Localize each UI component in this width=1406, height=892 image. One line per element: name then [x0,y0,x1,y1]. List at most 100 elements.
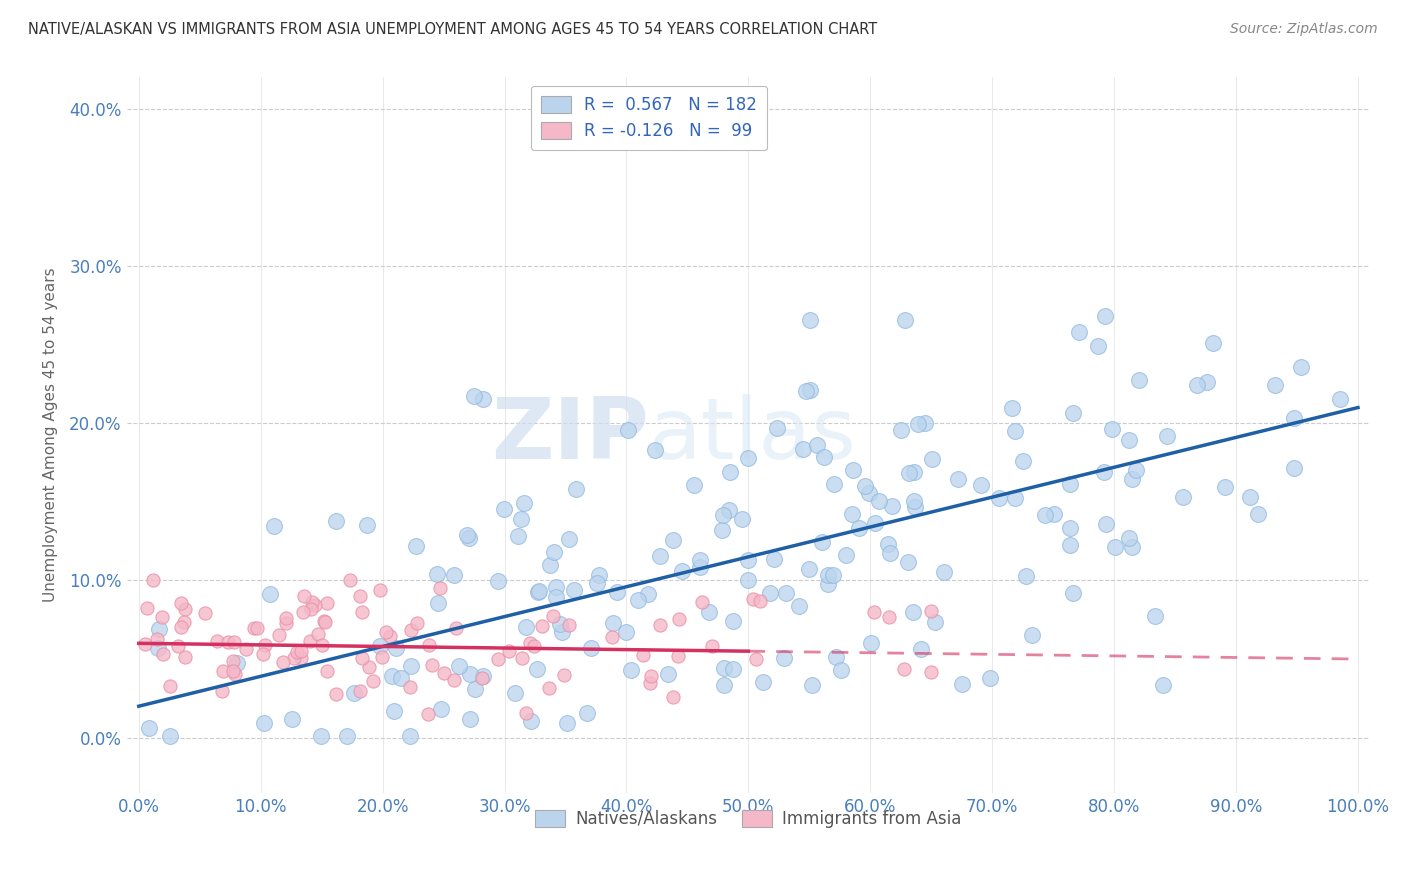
Point [859,636,882,650]
Point [800,678,823,692]
Point [1059,521,1081,535]
Point [486,574,509,588]
Point [472,669,495,683]
Point [921,451,943,466]
Point [932,565,955,579]
Point [290,644,312,658]
Point [1213,481,1236,495]
Point [170,596,193,610]
Point [713,677,735,691]
Point [575,706,598,720]
Point [880,499,903,513]
Point [799,313,821,327]
Point [1118,434,1140,448]
Point [551,625,574,640]
Point [316,596,339,610]
Point [443,673,465,687]
Point [1059,477,1081,491]
Point [631,648,654,662]
Point [787,599,810,613]
Point [142,574,165,588]
Point [817,568,839,582]
Point [513,496,536,510]
Point [1067,325,1090,339]
Point [211,683,233,698]
Point [235,641,257,656]
Point [863,516,886,531]
Point [920,665,942,679]
Point [221,654,243,668]
Point [1264,378,1286,392]
Point [515,706,537,721]
Point [823,476,845,491]
Point [254,638,277,652]
Point [309,729,332,743]
Point [794,384,817,398]
Point [546,590,568,604]
Point [588,568,610,582]
Point [1087,339,1109,353]
Point [546,580,568,594]
Point [538,681,561,696]
Point [1004,424,1026,438]
Point [988,491,1011,506]
Point [810,535,832,549]
Point [314,615,336,629]
Point [212,664,235,678]
Point [792,442,814,457]
Point [904,500,927,514]
Point [523,640,546,654]
Point [562,582,585,597]
Point [263,519,285,533]
Point [692,595,714,609]
Point [799,384,821,398]
Point [426,567,449,582]
Point [671,564,693,578]
Point [173,615,195,630]
Point [1094,516,1116,531]
Point [246,621,269,635]
Point [325,514,347,528]
Point [460,666,482,681]
Text: NATIVE/ALASKAN VS IMMIGRANTS FROM ASIA UNEMPLOYMENT AMONG AGES 45 TO 54 YEARS CO: NATIVE/ALASKAN VS IMMIGRANTS FROM ASIA U… [28,22,877,37]
Point [301,595,323,609]
Point [1128,373,1150,387]
Point [1043,507,1066,521]
Point [456,527,478,541]
Point [752,674,775,689]
Point [893,662,915,676]
Point [763,552,786,566]
Point [150,610,173,624]
Point [858,485,880,500]
Point [749,594,772,608]
Point [946,472,969,486]
Point [543,545,565,559]
Point [529,584,551,599]
Point [225,656,247,670]
Point [510,650,533,665]
Point [662,690,685,704]
Point [668,612,690,626]
Point [1011,454,1033,468]
Point [253,715,276,730]
Point [1118,531,1140,545]
Point [292,605,315,619]
Point [488,652,510,666]
Point [1282,461,1305,475]
Point [799,562,821,576]
Point [471,671,494,685]
Point [494,502,516,516]
Point [1239,490,1261,504]
Point [713,661,735,675]
Point [368,639,391,653]
Point [543,609,565,624]
Point [1171,490,1194,504]
Point [463,389,485,403]
Point [862,605,884,619]
Point [292,589,315,603]
Point [775,586,797,600]
Point [509,512,531,526]
Point [418,638,440,652]
Point [134,637,156,651]
Point [773,651,796,665]
